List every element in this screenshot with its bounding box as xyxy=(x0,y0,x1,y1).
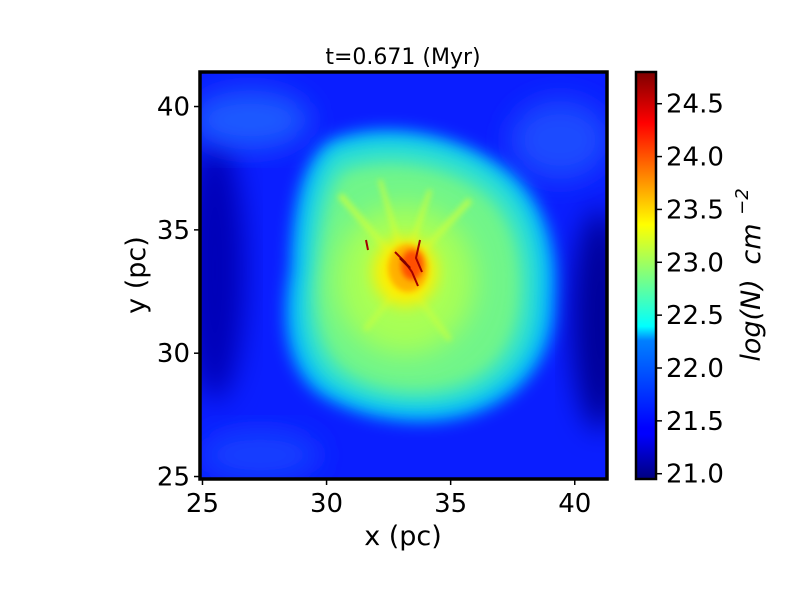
colorbar xyxy=(634,70,658,481)
y-tick-label: 40 xyxy=(157,93,190,123)
y-tick-label: 25 xyxy=(157,463,190,493)
colorbar-label-unit: cm xyxy=(736,223,767,264)
x-tick-label: 25 xyxy=(186,489,219,519)
colorbar-tick-label: 24.0 xyxy=(666,143,724,173)
colorbar-label-main: log(N) xyxy=(736,279,767,361)
y-axis-label: y (pc) xyxy=(121,236,152,314)
x-tick-label: 30 xyxy=(310,489,343,519)
colorbar-label: log(N) cm −2 xyxy=(732,188,767,361)
y-tick-label: 30 xyxy=(157,339,190,369)
colorbar-tick-label: 22.0 xyxy=(666,354,724,384)
plot-frame xyxy=(198,70,609,481)
heatmap-image xyxy=(200,72,607,479)
colorbar-label-exponent: −2 xyxy=(732,188,753,215)
colorbar-tick-label: 23.0 xyxy=(666,248,724,278)
x-tick-label: 40 xyxy=(558,489,591,519)
y-tick-label: 35 xyxy=(157,216,190,246)
colorbar-tick-label: 22.5 xyxy=(666,301,724,331)
colorbar-ticks: 21.0 21.5 22.0 22.5 23.0 23.5 24.0 24.5 xyxy=(656,90,724,490)
x-tick-label: 35 xyxy=(434,489,467,519)
colorbar-tick-label: 24.5 xyxy=(666,90,724,120)
y-axis-ticks: 25 30 35 40 xyxy=(157,93,200,493)
chart-title: t=0.671 (Myr) xyxy=(325,45,480,70)
x-axis-ticks: 25 30 35 40 xyxy=(186,479,591,519)
colorbar-tick-label: 23.5 xyxy=(666,195,724,225)
colorbar-tick-label: 21.0 xyxy=(666,460,724,490)
x-axis-label: x (pc) xyxy=(364,521,442,552)
colorbar-tick-label: 21.5 xyxy=(666,407,724,437)
